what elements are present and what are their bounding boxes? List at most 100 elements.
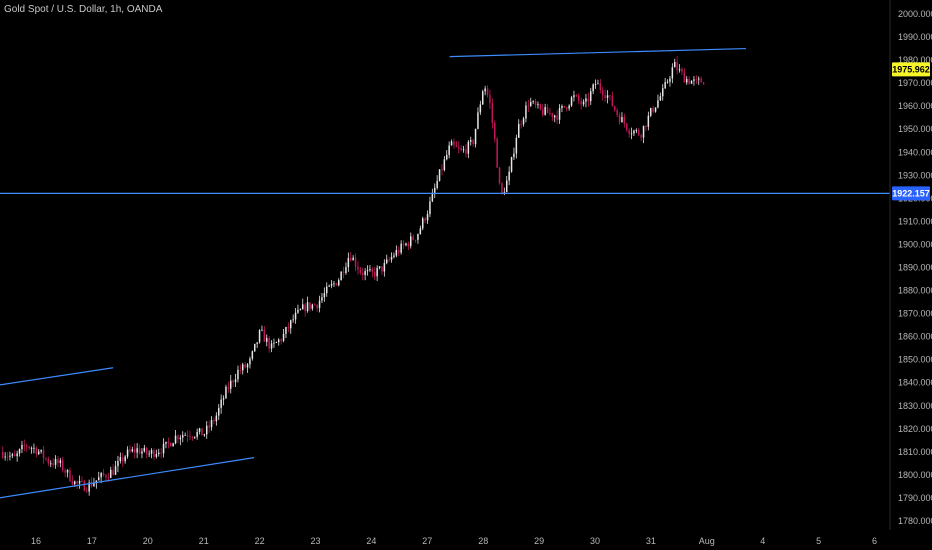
- x-tick-label: 24: [366, 536, 376, 546]
- y-tick-label: 1950.000: [898, 124, 932, 134]
- candle: [318, 295, 321, 313]
- candle: [390, 252, 393, 263]
- candle: [345, 262, 347, 275]
- candle: [364, 268, 366, 281]
- candle: [422, 216, 424, 231]
- candle: [290, 319, 292, 334]
- candle: [280, 338, 282, 345]
- y-axis[interactable]: 2000.000 1990.000 1980.000 1970.000 1960.000…: [889, 0, 932, 530]
- x-tick-label: 4: [760, 536, 765, 546]
- candle: [366, 265, 369, 276]
- x-tick-label: 22: [255, 536, 265, 546]
- upper-channel-line[interactable]: [0, 367, 114, 386]
- candle: [246, 362, 249, 373]
- candle: [417, 233, 419, 244]
- candle: [254, 343, 256, 352]
- candle: [594, 79, 597, 89]
- y-tick-label: 2000.000: [898, 9, 932, 19]
- candle: [83, 479, 86, 492]
- candle: [26, 443, 28, 452]
- candle: [436, 175, 438, 190]
- candle: [640, 133, 642, 142]
- candle: [282, 329, 285, 343]
- candle: [570, 95, 573, 108]
- candle: [114, 460, 117, 475]
- candle: [426, 210, 429, 224]
- candle: [323, 287, 326, 302]
- candle: [179, 434, 182, 446]
- candle: [616, 108, 618, 118]
- candle: [688, 76, 690, 85]
- candle: [42, 445, 45, 464]
- candle: [352, 255, 354, 261]
- candle: [314, 303, 316, 306]
- candle: [578, 93, 580, 105]
- candle: [486, 85, 489, 98]
- candle: [642, 125, 645, 144]
- candle: [458, 141, 460, 154]
- candle: [537, 101, 539, 109]
- candle: [369, 264, 371, 272]
- candle: [33, 443, 35, 454]
- candle: [59, 457, 62, 468]
- candle: [561, 104, 563, 113]
- candle: [117, 455, 119, 473]
- candle: [14, 450, 16, 457]
- candle: [539, 103, 542, 111]
- candle: [239, 364, 242, 374]
- candle: [429, 196, 431, 218]
- candle: [210, 416, 213, 431]
- candle: [522, 116, 525, 127]
- candle: [647, 111, 650, 131]
- candle: [11, 452, 14, 459]
- candle: [482, 89, 484, 105]
- candle: [52, 457, 54, 468]
- candle: [698, 76, 700, 85]
- y-tick-label: 1780.000: [898, 516, 932, 526]
- candle: [676, 56, 678, 75]
- candle: [62, 456, 64, 473]
- candle: [170, 442, 172, 447]
- candle: [582, 99, 585, 107]
- candle: [278, 338, 280, 346]
- candle: [496, 136, 498, 168]
- candle: [558, 104, 561, 124]
- candle: [50, 460, 52, 468]
- candle: [54, 455, 57, 469]
- candle: [215, 412, 218, 426]
- candle: [407, 241, 410, 251]
- candle: [556, 110, 558, 125]
- candle: [198, 427, 201, 435]
- candle: [479, 100, 482, 115]
- candle: [299, 308, 302, 311]
- candle: [81, 476, 83, 483]
- candle: [18, 448, 21, 457]
- candle: [328, 284, 330, 287]
- candle: [270, 340, 273, 353]
- candle: [419, 225, 422, 235]
- candle: [635, 128, 638, 134]
- candle: [633, 129, 635, 136]
- candle: [666, 79, 669, 84]
- candle: [165, 441, 167, 449]
- resistance-trendline[interactable]: [449, 47, 746, 58]
- candle: [208, 420, 210, 434]
- candle: [16, 450, 18, 462]
- candle: [381, 266, 383, 275]
- price-label-text: 1922.157: [892, 188, 930, 198]
- candle: [460, 144, 462, 152]
- candle: [189, 430, 191, 441]
- candle: [304, 302, 306, 317]
- lower-channel-line[interactable]: [0, 457, 255, 499]
- candle: [376, 265, 378, 282]
- y-tick-label: 1890.000: [898, 263, 932, 273]
- candle: [465, 144, 467, 158]
- candle: [321, 293, 323, 303]
- candle: [501, 181, 503, 195]
- candle: [683, 68, 686, 83]
- candle: [575, 94, 578, 98]
- x-axis[interactable]: 16 17 20 21 22 23 24 27 28 29 30 31 Aug 4 5 6: [31, 536, 877, 546]
- candle: [124, 455, 126, 464]
- candle: [45, 457, 47, 462]
